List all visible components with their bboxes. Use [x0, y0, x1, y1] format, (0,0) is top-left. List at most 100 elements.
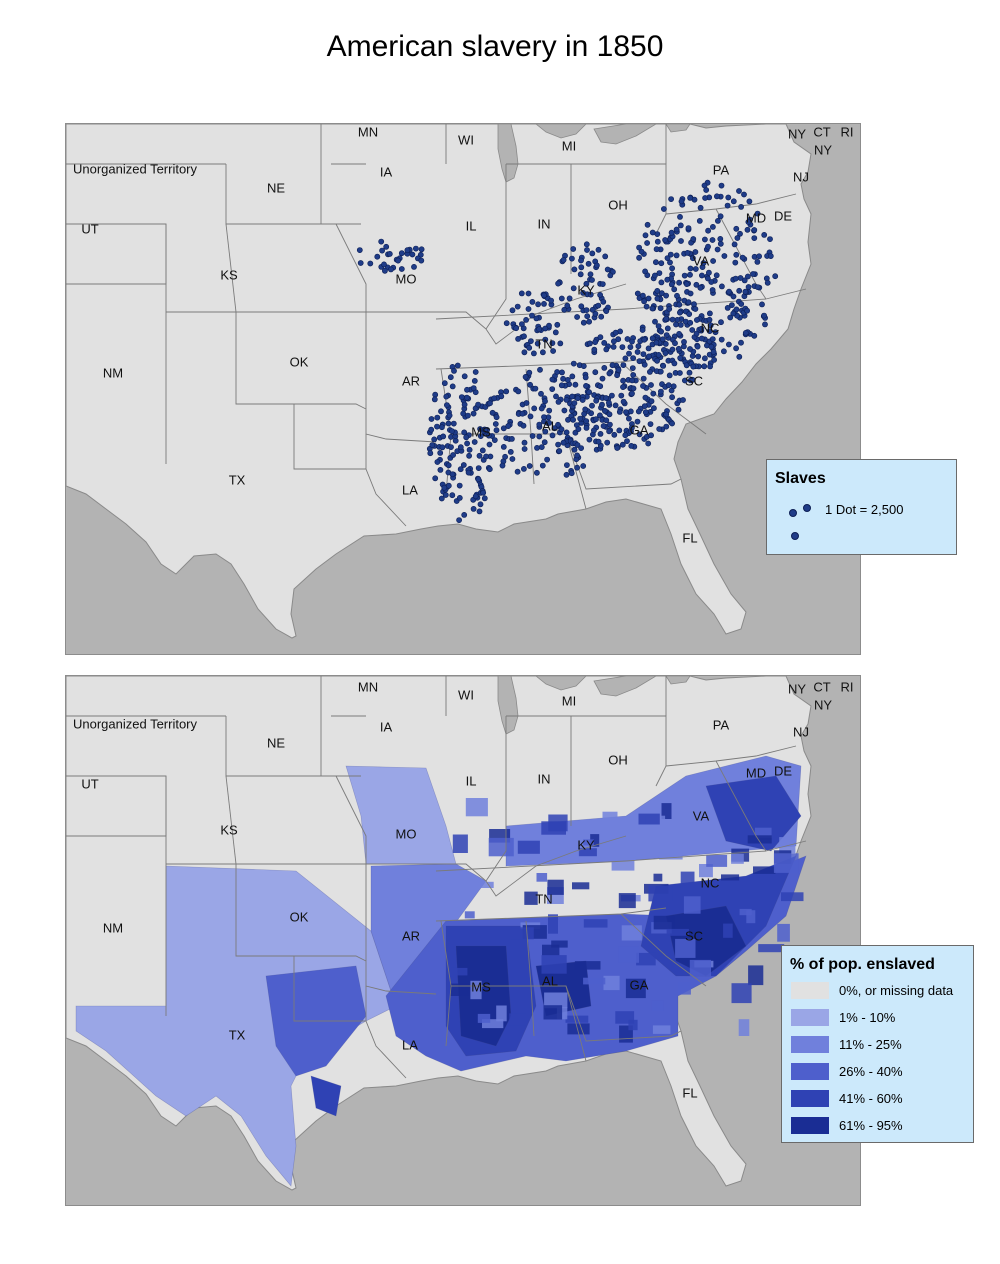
slave-dot: [669, 346, 676, 353]
great-lakes: [497, 676, 691, 735]
slave-dot: [566, 295, 573, 302]
slave-dot: [643, 303, 650, 310]
slave-dot: [751, 235, 758, 241]
slave-dot: [565, 416, 571, 423]
slave-dot: [635, 408, 642, 415]
slave-dot: [658, 279, 665, 286]
slave-dot: [489, 409, 496, 416]
slave-dot: [707, 322, 714, 329]
slave-dot: [627, 408, 634, 415]
slave-dot: [662, 237, 668, 243]
slave-dot: [549, 340, 556, 346]
slave-dot: [549, 376, 556, 383]
lake-shape: [497, 676, 691, 735]
slave-dot: [649, 229, 656, 236]
slave-dot: [438, 424, 445, 431]
slave-dot: [689, 376, 696, 383]
slave-dot: [690, 255, 696, 262]
slave-dot: [457, 466, 464, 473]
slave-dot: [687, 346, 693, 352]
legend-swatch: [791, 1090, 829, 1107]
slave-dot: [458, 394, 465, 400]
dot-map-canvas: [66, 124, 812, 639]
slave-dot: [466, 446, 473, 453]
county-fill: [574, 961, 601, 970]
legend-swatch: [791, 1063, 829, 1080]
slave-dot: [686, 311, 693, 317]
slave-dot: [569, 373, 576, 380]
slave-dot: [583, 280, 590, 287]
slave-dot: [666, 306, 673, 312]
slave-dot: [656, 426, 663, 432]
slave-dot: [736, 353, 743, 360]
slave-dot: [706, 328, 713, 334]
legend-label: 11% - 25%: [839, 1037, 902, 1052]
county-fill: [675, 938, 696, 958]
slave-dot: [479, 447, 486, 454]
state-border: [665, 193, 797, 215]
slave-dot: [687, 319, 694, 326]
slave-dot: [356, 247, 363, 253]
slave-dot: [619, 344, 626, 350]
choropleth-map: MN WI MI NY CT RI NY IA NE Unorganized Territory U…: [65, 675, 861, 1206]
slave-dot: [640, 383, 646, 389]
slave-dot: [609, 362, 616, 369]
slave-dot: [599, 281, 606, 287]
county-fill: [677, 981, 691, 995]
county-fill: [602, 811, 618, 826]
slave-dot: [574, 464, 580, 471]
slave-dot: [702, 355, 708, 362]
slave-dot: [602, 407, 608, 414]
slave-dot: [754, 258, 761, 265]
slave-dot: [636, 431, 643, 438]
slave-dot: [663, 423, 670, 430]
county-fill: [721, 874, 740, 881]
dot-density-map: MN WI MI NY CT RI NY IA NE Unorganized Territory U…: [65, 123, 861, 655]
county-fill: [452, 834, 468, 853]
slave-dot: [558, 382, 565, 389]
state-border: [435, 298, 767, 320]
county-fill: [739, 908, 752, 916]
county-fill: [572, 882, 590, 890]
slave-dot: [520, 465, 527, 472]
slave-dot: [367, 260, 374, 267]
county-fill: [590, 834, 600, 847]
slave-dot: [670, 383, 677, 390]
county-fill: [731, 853, 744, 864]
slave-dot: [592, 339, 599, 345]
slave-dot: [570, 360, 577, 367]
slave-dot: [767, 253, 774, 259]
slave-dot: [412, 245, 419, 252]
slave-dot: [446, 412, 453, 419]
county-fill: [628, 1019, 638, 1031]
slave-dot: [558, 295, 565, 302]
slave-dot: [649, 305, 656, 312]
slave-dot: [570, 246, 577, 252]
slave-dot: [663, 315, 670, 322]
slave-dot: [592, 310, 599, 317]
slave-dot: [594, 262, 600, 269]
slave-dot: [647, 368, 653, 375]
county-fill: [477, 1013, 491, 1023]
slave-dot: [726, 341, 732, 348]
county-fill: [578, 848, 597, 857]
state-border: [225, 775, 237, 865]
slave-dot: [542, 398, 548, 405]
county-fill: [754, 827, 772, 838]
slave-dot: [603, 395, 609, 401]
state-border: [571, 715, 667, 787]
slave-dot: [686, 369, 693, 376]
slave-dot: [521, 439, 528, 446]
slave-dot: [558, 426, 565, 433]
slave-dot: [526, 463, 533, 469]
slave-dot: [645, 295, 652, 302]
slave-dot: [684, 249, 691, 256]
slave-dot: [432, 391, 439, 398]
slave-dot: [629, 390, 635, 397]
slave-dot: [607, 421, 613, 428]
slave-dot: [737, 230, 743, 237]
slave-dot: [655, 323, 662, 329]
slave-dot: [427, 450, 434, 457]
slave-dot: [642, 232, 649, 239]
county-region: [310, 1075, 342, 1117]
